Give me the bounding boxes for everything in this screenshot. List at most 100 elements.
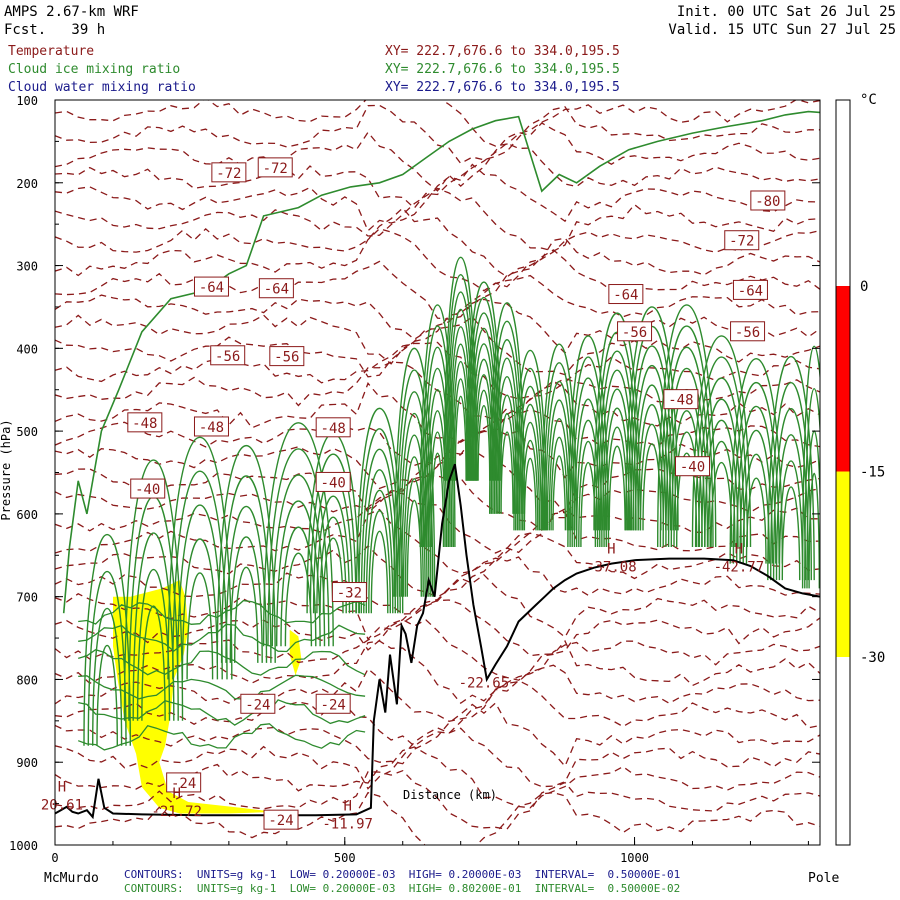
cloud-ice-contour — [176, 504, 223, 680]
y-tick-label: 1000 — [9, 839, 38, 853]
temperature-contour — [55, 508, 820, 574]
temperature-label-box — [193, 416, 229, 437]
cloud-ice-contour — [775, 434, 807, 581]
x-tick-label: 500 — [334, 851, 356, 865]
x-tick-label: 0 — [51, 851, 58, 865]
cloud-ice-contour — [729, 358, 783, 564]
cloud-ice-contour — [634, 384, 669, 531]
temperature-label-text: -72 — [263, 161, 288, 177]
colorbar-tick-label: 0 — [860, 279, 868, 295]
temperature-label-box — [750, 190, 786, 211]
cloud-ice-envelope — [62, 110, 820, 614]
cloud-ice-contour — [141, 605, 166, 721]
cloud-ice-contour — [498, 413, 516, 514]
temperature-label-box — [211, 162, 247, 183]
temperature-contour — [55, 104, 820, 165]
extremum-value: -42.77 — [714, 560, 765, 576]
cloud-ice-contour — [662, 346, 711, 548]
cloud-ice-contour — [567, 335, 610, 548]
cloud-ice-contour — [673, 431, 701, 548]
cloud-ice-contour — [355, 408, 404, 614]
cloud-ice-contour — [430, 452, 445, 548]
cloud-ice-contour — [604, 407, 631, 531]
cloud-ice-contour — [772, 408, 810, 581]
temperature-contour — [55, 727, 820, 790]
temperature-contour — [55, 407, 820, 467]
temperature-contour — [55, 475, 820, 531]
xsection-end-label: Pole — [808, 871, 840, 886]
cloud-ice-contour — [513, 350, 548, 531]
temperature-label-text: -56 — [622, 325, 647, 341]
extremum-value: -21.72 — [151, 804, 202, 820]
temperature-label-box — [210, 345, 246, 366]
temperature-label-text: -64 — [264, 282, 289, 298]
cloud-ice-contour — [87, 571, 127, 746]
y-tick-label: 800 — [16, 673, 38, 687]
contour-info-ice: CONTOURS: UNITS=g kg-1 LOW= 0.20000E-03 … — [124, 882, 681, 895]
cloud-ice-contour — [691, 335, 752, 548]
cloud-ice-contour — [262, 422, 334, 647]
cloud-ice-contour — [801, 345, 820, 589]
cloud-ice-contour — [468, 312, 500, 481]
cloud-ice-contour — [309, 453, 357, 614]
forecast-hour: Fcst. 39 h — [4, 22, 106, 38]
temperature-contour — [55, 341, 820, 400]
cloud-ice-contour — [580, 461, 597, 548]
model-title: AMPS 2.67-km WRF — [4, 4, 139, 20]
temperature-label-text: -48 — [321, 421, 346, 437]
cloud-ice-contour — [546, 399, 572, 531]
cloud-ice-contour — [365, 489, 394, 614]
temperature-label: -56 — [269, 346, 305, 367]
cloud-ice-contour — [447, 308, 474, 481]
temperature-contour — [55, 769, 820, 830]
temperature-label-text: -24 — [171, 776, 196, 792]
cloud-ice-contour — [474, 374, 494, 481]
y-tick-label: 300 — [16, 260, 38, 274]
cloud-ice-contour — [657, 304, 717, 548]
temperature-label: -48 — [193, 416, 229, 437]
cloud-ice-contour — [78, 599, 366, 625]
temperature-label: -24 — [166, 772, 202, 793]
cloud-ice-contour — [316, 495, 351, 614]
cloud-ice-contour — [167, 436, 233, 680]
cloud-ice-contour — [804, 387, 820, 589]
cloud-ice-contour — [552, 455, 567, 531]
temperature-contour — [55, 142, 820, 210]
cloud-ice-contour — [659, 325, 714, 548]
temperature-label: -48 — [127, 412, 163, 433]
cloud-ice-contour — [522, 439, 539, 531]
cloud-ice-contour — [132, 532, 175, 721]
temperature-label-text: -64 — [738, 283, 763, 299]
init-time: Init. 00 UTC Sat 26 Jul 25 — [676, 4, 896, 20]
temperature-contour — [55, 298, 820, 365]
y-tick-label: 600 — [16, 508, 38, 522]
cloud-ice-contour — [597, 350, 637, 531]
field-cloud-water-label: Cloud water mixing ratio — [8, 80, 196, 95]
field-cloud-water-xy: XY= 222.7,676.6 to 334.0,195.5 — [385, 80, 620, 95]
extremum-marker: H — [343, 798, 351, 814]
cloud-ice-contour — [92, 607, 123, 746]
temperature-label-box — [166, 772, 202, 793]
cloud-ice-contour — [642, 443, 662, 531]
cloud-ice-contour — [639, 423, 664, 531]
cloud-ice-contour — [739, 429, 774, 564]
cloud-ice-contour — [78, 674, 366, 702]
supercooled-water-region — [113, 580, 276, 814]
y-tick-label: 700 — [16, 591, 38, 605]
temperature-label-text: -48 — [132, 416, 157, 432]
cloud-ice-contour — [234, 566, 259, 663]
temperature-label-text: -64 — [613, 288, 638, 304]
temperature-label-text: -48 — [199, 420, 224, 436]
temperature-label-text: -40 — [321, 475, 346, 491]
temperature-contour — [55, 122, 820, 192]
temperature-contour — [55, 249, 820, 320]
field-cloud-ice-xy: XY= 222.7,676.6 to 334.0,195.5 — [385, 62, 620, 77]
temperature-label-text: -56 — [215, 349, 240, 365]
temperature-label-box — [130, 478, 166, 499]
cloud-ice-contour — [573, 398, 603, 548]
colorbar-segment — [836, 286, 850, 472]
cloud-ice-contour — [370, 530, 389, 614]
temperature-label: -40 — [315, 471, 351, 492]
colorbar-segment — [836, 471, 850, 657]
cloud-ice-contour — [550, 436, 568, 531]
